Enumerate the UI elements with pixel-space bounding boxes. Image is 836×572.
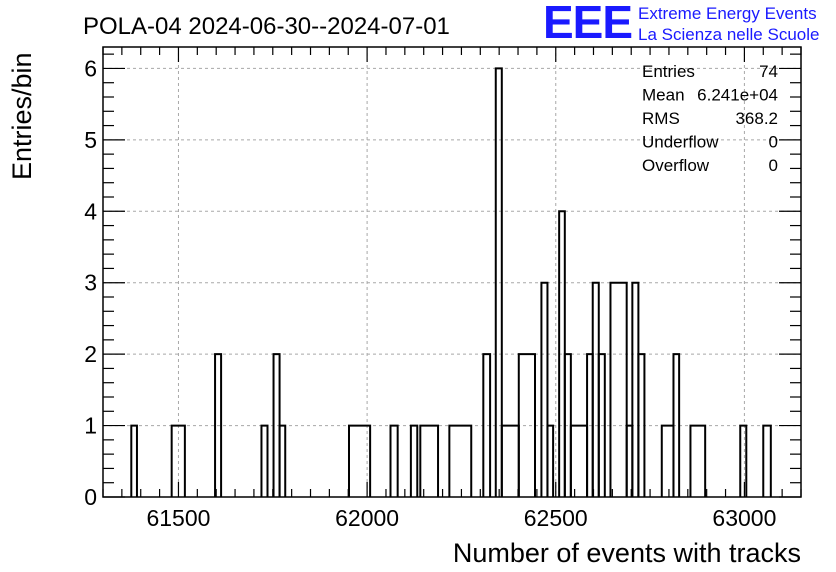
stats-label-rms: RMS xyxy=(642,109,680,128)
histogram-bin-23 xyxy=(609,281,628,497)
stats-value-mean: 6.241e+04 xyxy=(697,86,778,105)
histogram-bin-14 xyxy=(517,353,537,497)
histogram-bin-11 xyxy=(482,353,492,497)
y-tick-label-2: 2 xyxy=(84,341,97,367)
tick-labels: 61500 62000 62500 63000 0 1 2 3 4 5 6 xyxy=(84,55,776,531)
stats-value-underflow: 0 xyxy=(769,133,778,152)
stats-value-overflow: 0 xyxy=(769,156,778,175)
stats-label-entries: Entries xyxy=(642,62,695,81)
eee-logo-mark: EEE xyxy=(543,0,633,48)
histogram-bin-31 xyxy=(762,424,772,497)
stats-label-mean: Mean xyxy=(642,86,685,105)
y-tick-label-3: 3 xyxy=(84,270,97,296)
plot-frame xyxy=(102,46,802,498)
histogram-bin-30 xyxy=(739,424,748,497)
x-tick-label-63000: 63000 xyxy=(712,505,776,531)
y-tick-label-6: 6 xyxy=(84,55,97,81)
histogram-bin-19 xyxy=(569,424,589,497)
stats-value-entries: 74 xyxy=(759,62,778,81)
histogram-bin-27 xyxy=(660,424,675,497)
stats-label-underflow: Underflow xyxy=(642,133,719,152)
histogram-bin-13 xyxy=(500,424,520,497)
y-tick-label-4: 4 xyxy=(84,198,97,224)
histogram-bin-7 xyxy=(389,424,399,497)
grid-lines xyxy=(103,47,801,497)
histogram-bin-12 xyxy=(494,67,503,497)
y-tick-label-1: 1 xyxy=(84,413,97,439)
logo-line-1: Extreme Energy Events xyxy=(638,4,817,23)
chart-title: POLA-04 2024-06-30--2024-07-01 xyxy=(83,13,450,40)
histogram-bin-28 xyxy=(672,353,681,497)
x-axis-label: Number of events with tracks xyxy=(453,538,801,568)
histogram-bin-9 xyxy=(419,424,440,497)
y-axis-label: Entries/bin xyxy=(7,52,37,180)
y-tick-label-5: 5 xyxy=(84,127,97,153)
histogram-bins xyxy=(130,67,772,497)
x-tick-label-62500: 62500 xyxy=(524,505,588,531)
logo-line-2: La Scienza nelle Scuole xyxy=(638,25,820,44)
stats-label-overflow: Overflow xyxy=(642,156,710,175)
histogram-bin-15 xyxy=(540,281,549,497)
histogram-bin-26 xyxy=(637,353,646,497)
histogram-bin-2 xyxy=(214,353,223,497)
stats-box: Entries 74 Mean 6.241e+04 RMS 368.2 Underflow 0… xyxy=(642,62,778,175)
histogram-bin-22 xyxy=(597,353,606,497)
histogram-bin-8 xyxy=(409,424,419,497)
eee-logo: EEE Extreme Energy Events La Scienza nel… xyxy=(543,0,833,48)
y-tick-label-0: 0 xyxy=(84,484,97,510)
x-tick-label-61500: 61500 xyxy=(146,505,210,531)
histogram-bin-10 xyxy=(448,424,473,497)
histogram-bin-0 xyxy=(130,424,138,497)
stats-value-rms: 368.2 xyxy=(735,109,778,128)
histogram-bin-29 xyxy=(689,424,707,497)
axes xyxy=(102,46,802,498)
x-tick-label-62000: 62000 xyxy=(335,505,399,531)
histogram-bin-16 xyxy=(546,424,555,497)
histogram-bin-1 xyxy=(170,424,186,497)
histogram-bin-6 xyxy=(347,424,372,497)
histogram-bin-5 xyxy=(278,424,287,497)
histogram-bin-3 xyxy=(260,424,269,497)
